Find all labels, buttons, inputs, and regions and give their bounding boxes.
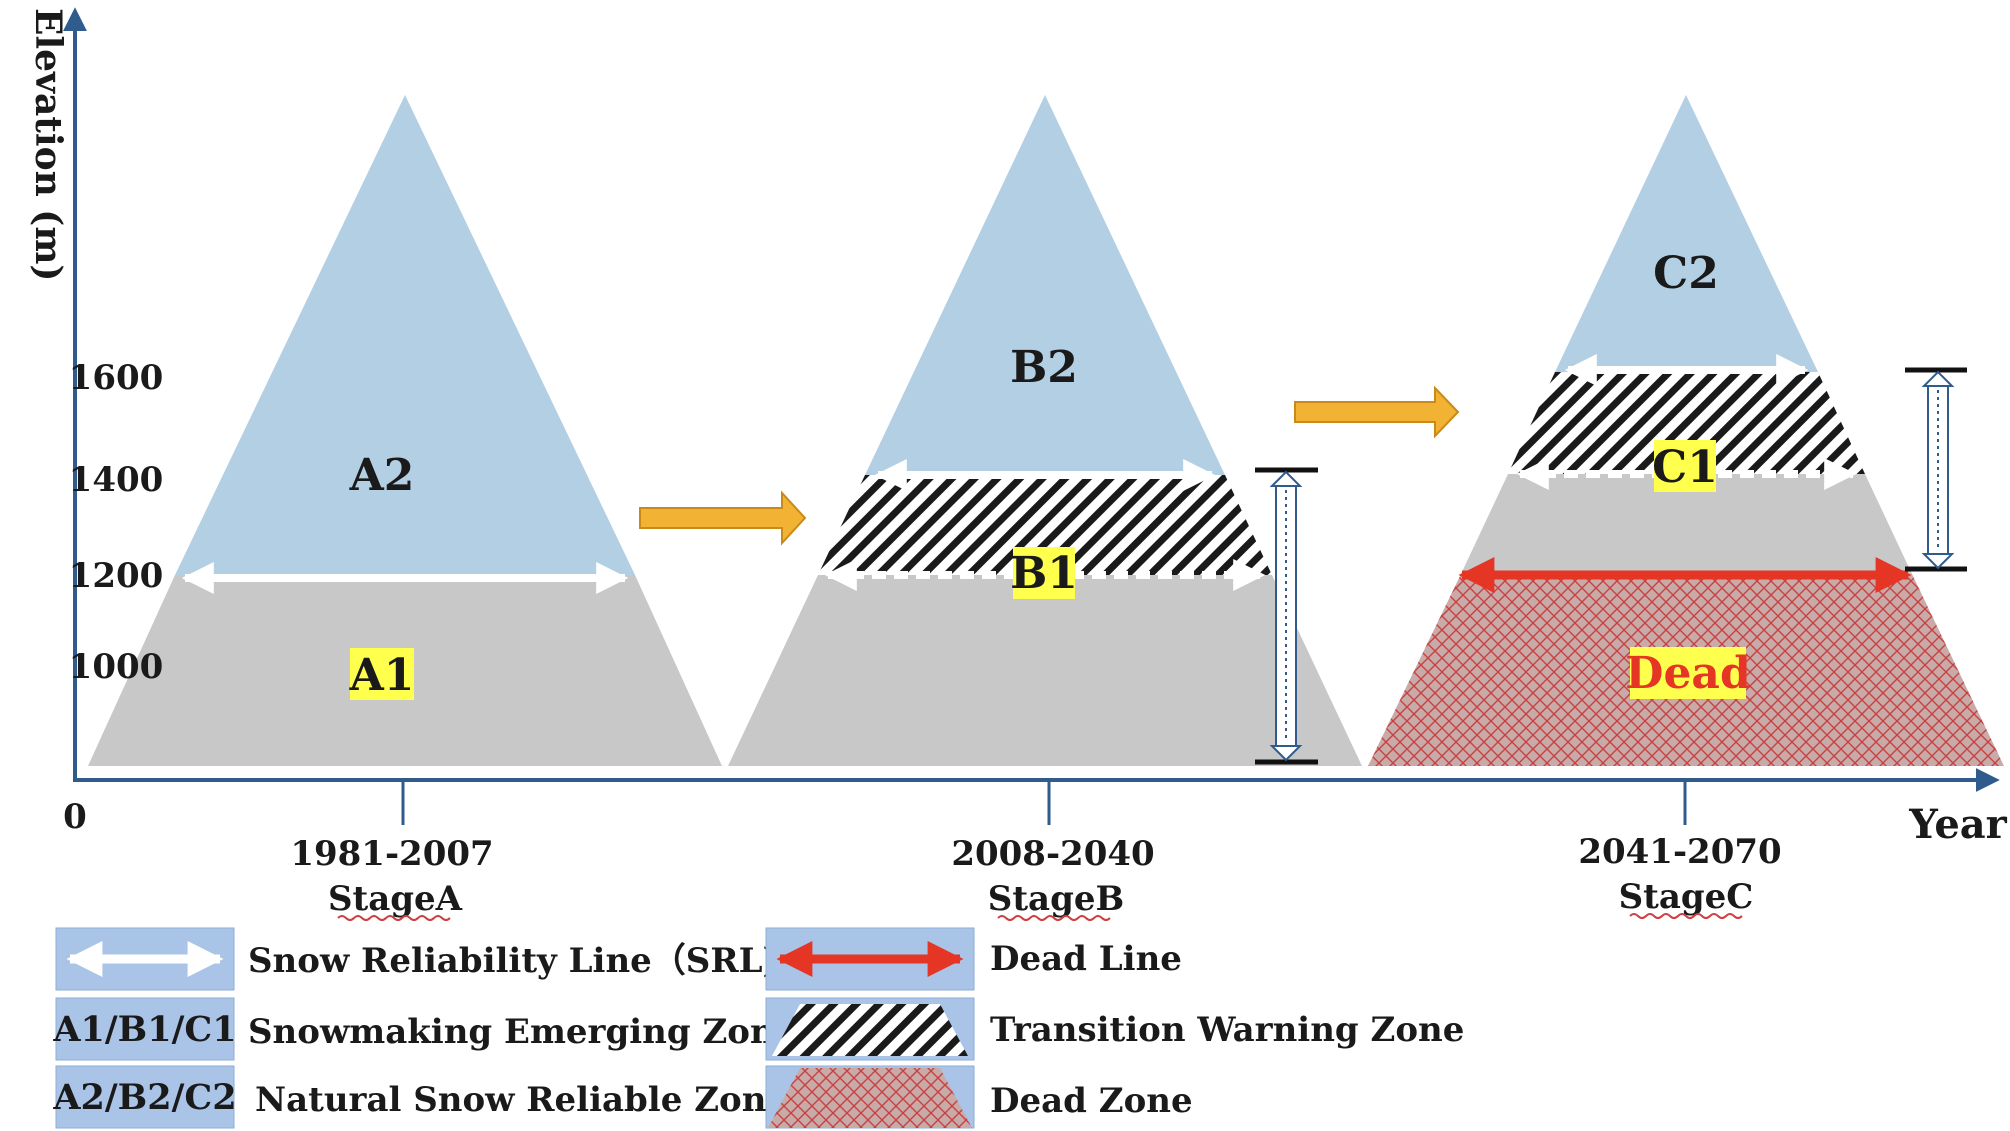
zone-b2-natural-snow: [865, 95, 1225, 475]
highlight-a1: [350, 648, 414, 700]
highlight-b1: [1013, 547, 1075, 599]
legend-dead-zone: Dead Zone: [990, 1081, 1193, 1121]
stage-c-name: StageC: [1619, 877, 1754, 917]
legend-emerging: Snowmaking Emerging Zone: [248, 1012, 796, 1052]
stage-a-years: 1981-2007: [290, 834, 493, 874]
label-b1: B1: [1010, 548, 1078, 599]
legend-srl: Snow Reliability Line（SRL): [248, 941, 779, 981]
label-c1: C1: [1652, 442, 1718, 493]
highlight-dead: [1630, 647, 1746, 699]
origin-label: 0: [63, 797, 87, 837]
mountain-stage-a: A1 A2: [88, 95, 722, 766]
progress-arrow-a-to-b: [639, 490, 807, 546]
zone-c-transition: [1508, 372, 1865, 474]
axes: Elevation (m) Year 0 1600 1400 1200 1000: [27, 7, 2008, 848]
label-a2: A2: [349, 450, 415, 501]
legend-reliable: Natural Snow Reliable Zone: [255, 1080, 788, 1120]
zone-b1-snowmaking: [728, 575, 1362, 766]
legend-swatch-reliable-text: A2/B2/C2: [52, 1077, 236, 1118]
label-dead: Dead: [1625, 648, 1750, 699]
y-tick-1000: 1000: [69, 647, 164, 687]
zone-b-transition: [818, 475, 1272, 575]
mountain-stage-b: B1 B2: [728, 95, 1362, 766]
stage-b-name: StageB: [988, 879, 1124, 919]
elevation-shift-bracket-b: [1255, 467, 1318, 765]
y-tick-1600: 1600: [69, 358, 164, 398]
label-c2: C2: [1653, 248, 1719, 299]
x-axis-label: Year: [1908, 801, 2007, 848]
label-a1: A1: [349, 650, 415, 701]
stage-a-name: StageA: [328, 879, 463, 919]
legend-transition: Transition Warning Zone: [990, 1010, 1464, 1050]
highlight-c1: [1654, 440, 1716, 492]
stage-labels: 1981-2007 StageA 2008-2040 StageB 2041-2…: [290, 832, 1782, 921]
y-tick-1400: 1400: [69, 460, 164, 500]
progress-arrow-b-to-c: [1294, 385, 1460, 439]
y-axis-label: Elevation (m): [27, 8, 69, 281]
zone-c2-natural-snow: [1555, 95, 1818, 372]
stage-c-years: 2041-2070: [1578, 832, 1781, 872]
legend-dead-line: Dead Line: [990, 939, 1182, 979]
zone-a2-natural-snow: [175, 95, 635, 575]
legend: Snow Reliability Line（SRL) A1/B1/C1 Snow…: [52, 927, 1464, 1129]
legend-swatch-emerging: [55, 997, 235, 1061]
legend-swatch-reliable: [55, 1065, 235, 1129]
label-b2: B2: [1010, 342, 1078, 393]
stage-b-years: 2008-2040: [951, 834, 1154, 874]
zone-c1-snowmaking: [1461, 474, 1912, 574]
mountain-stage-c: C1 C2 Dead: [1368, 95, 2004, 766]
elevation-shift-bracket-c: [1905, 367, 1967, 572]
legend-swatch-emerging-text: A1/B1/C1: [52, 1009, 236, 1050]
y-tick-1200: 1200: [69, 556, 164, 596]
